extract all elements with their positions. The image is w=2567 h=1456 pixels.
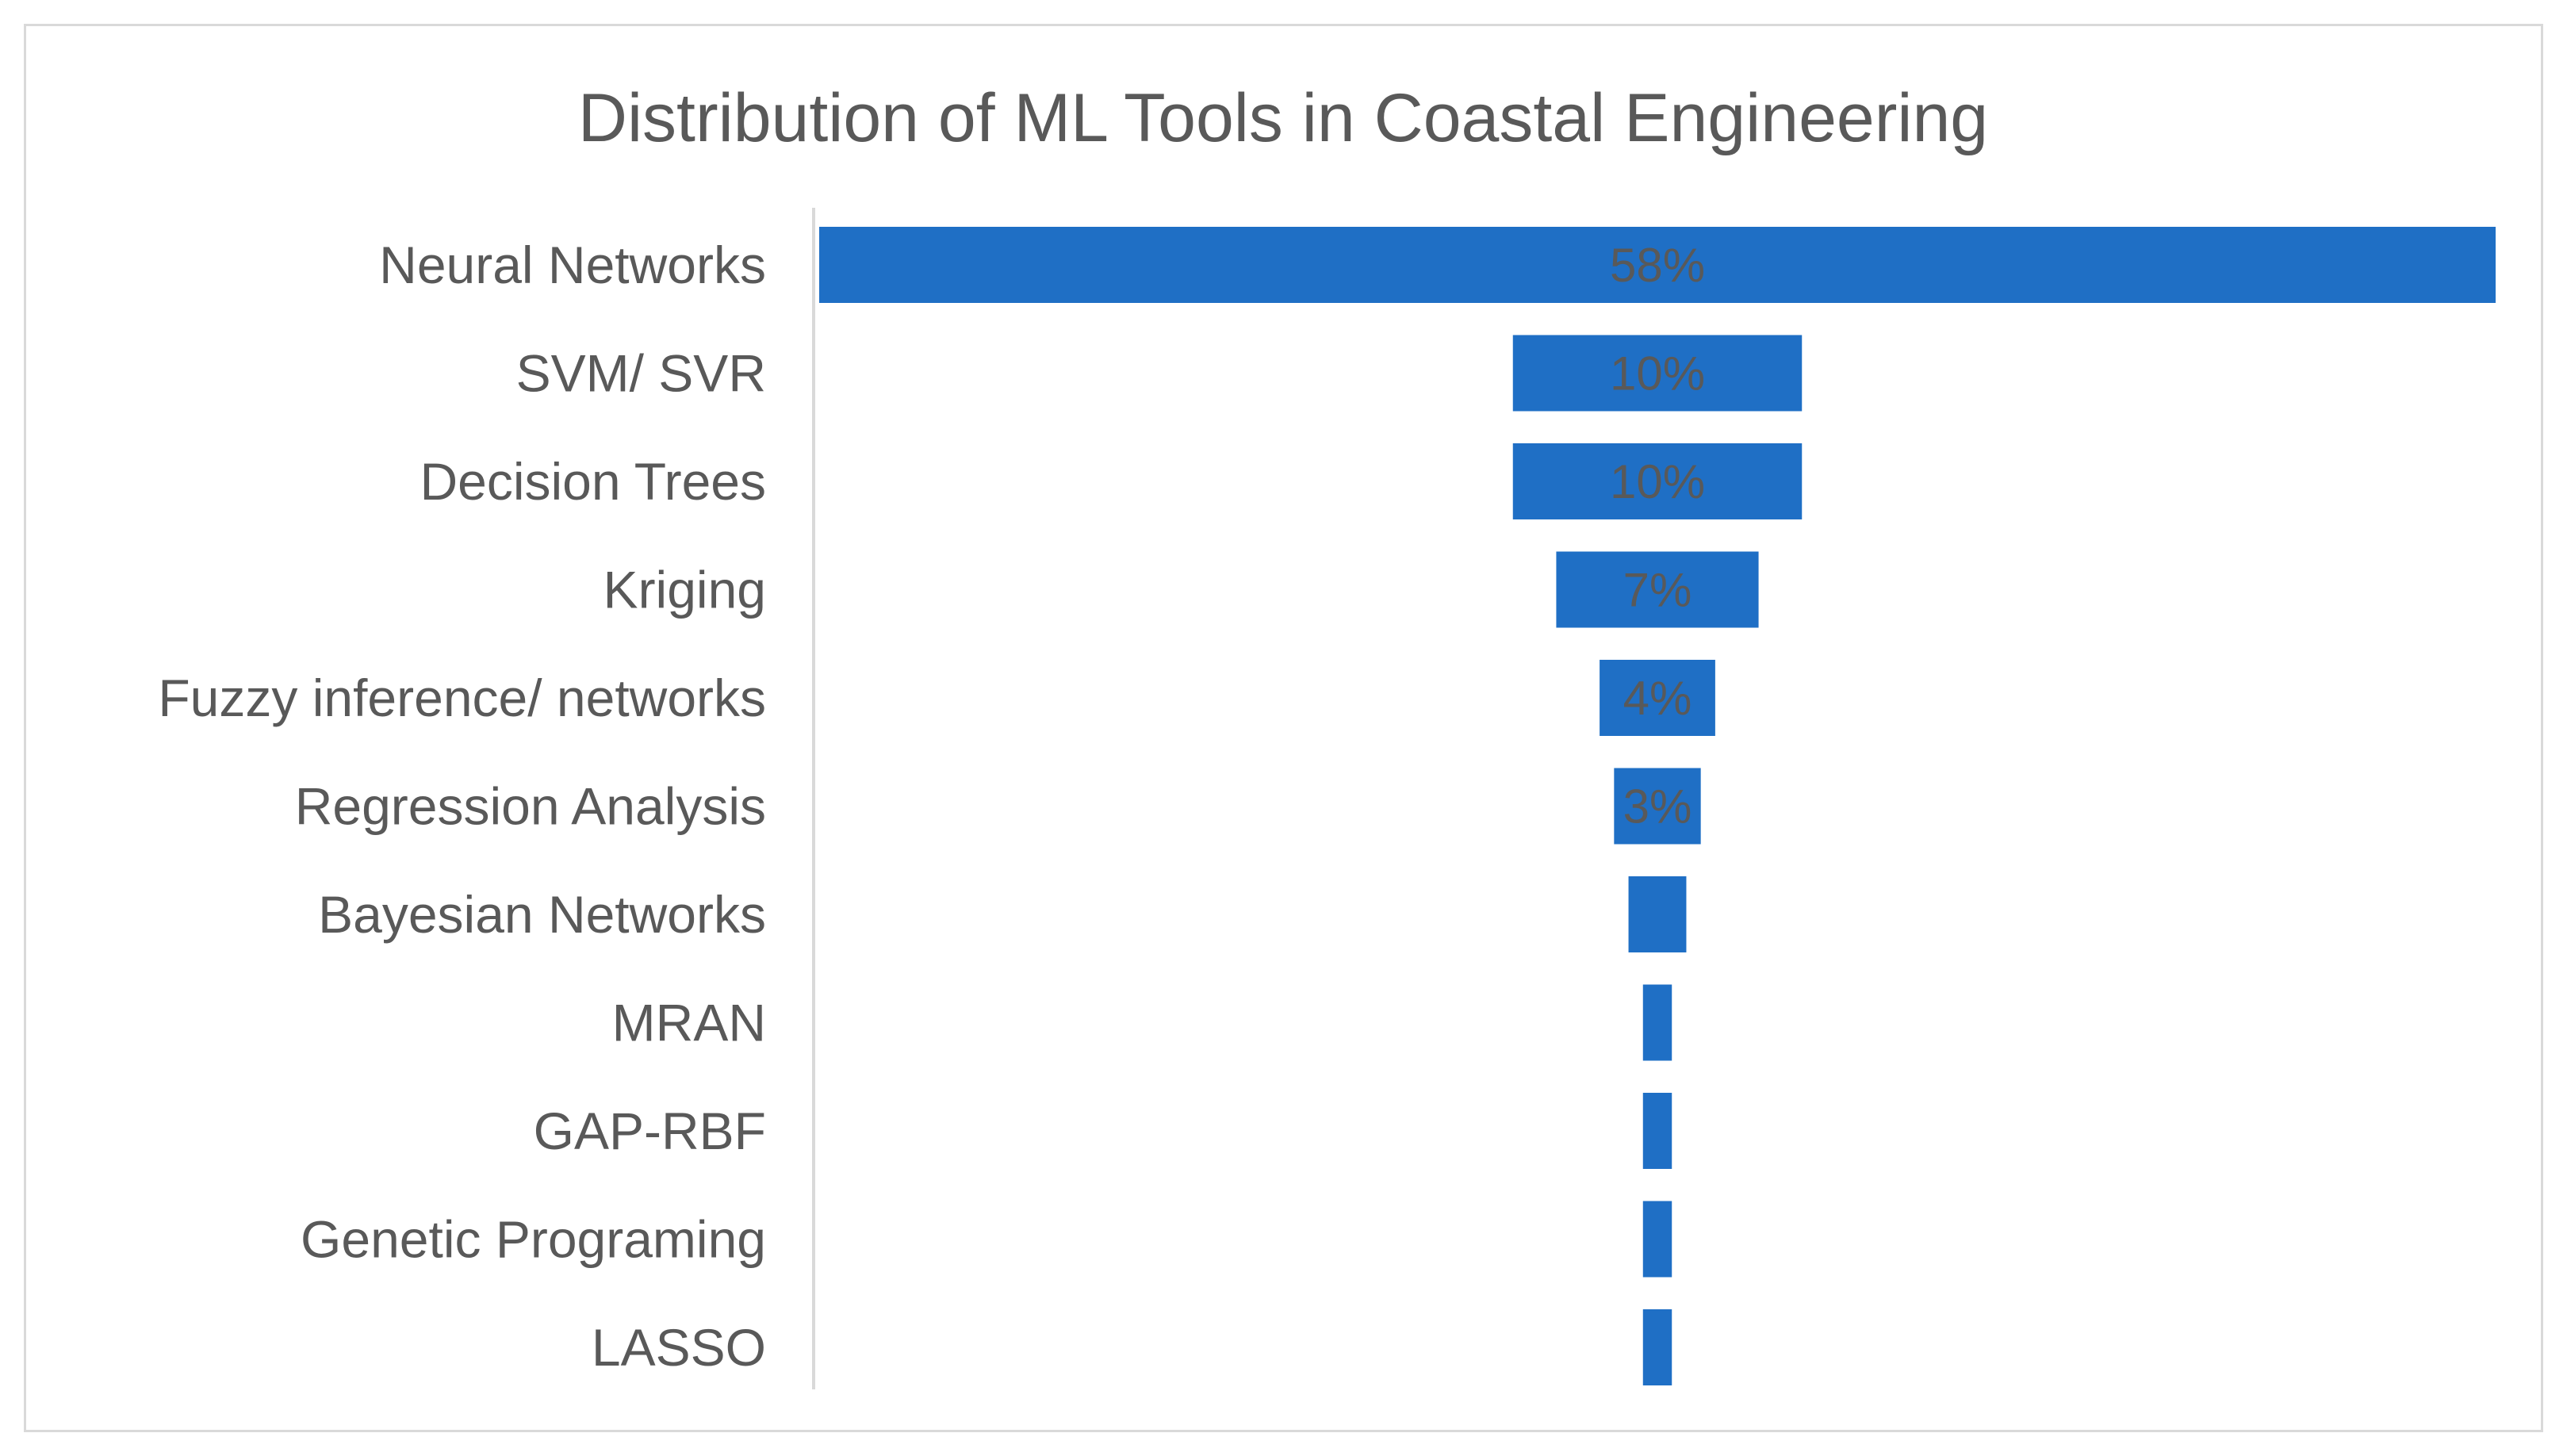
bar-svm-svr [1512,335,1803,412]
bar-fuzzy-inference-networks [1600,660,1715,736]
bar-decision-trees [1512,443,1803,519]
category-label-kriging: Kriging [603,561,766,619]
category-label-lasso: LASSO [592,1318,766,1377]
bar-bayesian-networks [1628,876,1687,952]
data-label-fuzzy-inference-networks: 4% [1623,672,1692,725]
category-label-regression-analysis: Regression Analysis [295,777,766,836]
category-label-svm-svr: SVM/ SVR [516,344,766,403]
category-label-decision-trees: Decision Trees [420,452,766,511]
category-label-mran: MRAN [612,994,766,1052]
category-label-bayesian-networks: Bayesian Networks [318,885,766,944]
category-label-neural-networks: Neural Networks [379,236,766,294]
bar-gap-rbf [1642,1093,1672,1169]
bar-lasso [1642,1309,1672,1385]
bar-regression-analysis [1614,768,1701,845]
category-label-gap-rbf: GAP-RBF [534,1102,766,1160]
bar-genetic-programing [1642,1201,1672,1278]
bar-neural-networks [819,227,2496,303]
bars [819,227,2496,1385]
category-label-genetic-programing: Genetic Programing [301,1210,766,1269]
data-labels: 58% 10% 10% 7% 4% 3% [1610,239,1705,833]
category-label-fuzzy-inference-networks: Fuzzy inference/ networks [158,669,766,727]
data-label-kriging: 7% [1623,564,1692,617]
bar-kriging [1556,551,1759,628]
chart-title: Distribution of ML Tools in Coastal Engi… [578,80,1988,156]
data-label-svm-svr: 10% [1610,347,1705,400]
bar-mran [1642,984,1672,1061]
data-label-decision-trees: 10% [1610,455,1705,508]
data-label-regression-analysis: 3% [1623,780,1692,833]
category-labels: Neural Networks SVM/ SVR Decision Trees Kri… [158,236,766,1377]
data-label-neural-networks: 58% [1610,239,1705,292]
